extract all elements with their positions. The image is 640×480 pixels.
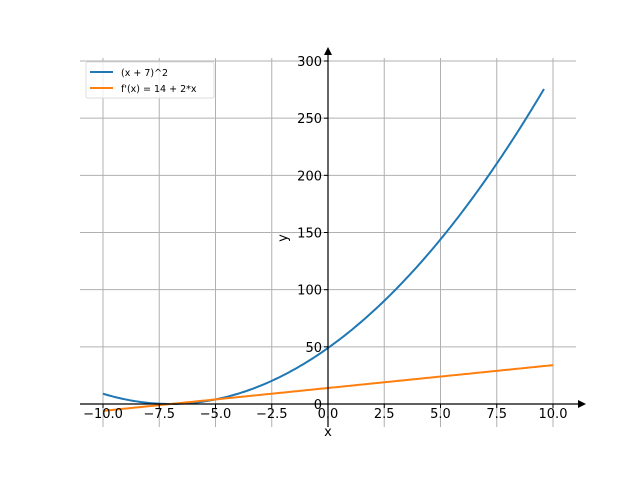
x-tick-label: −2.5 <box>256 407 288 422</box>
x-axis-arrow-icon <box>578 400 586 408</box>
x-tick-label: −10.0 <box>83 407 123 422</box>
tick-labels: −10.0 −7.5 −5.0 −2.5 0.0 2.5 5.0 7.5 10.0 0 50 100 1… <box>83 55 567 422</box>
legend: (x + 7)^2 f'(x) = 14 + 2*x <box>85 61 215 99</box>
y-tick-label: 200 <box>297 169 322 184</box>
x-axis-label: x <box>324 425 332 440</box>
legend-frame <box>85 61 215 99</box>
y-tick-label: 300 <box>297 55 322 70</box>
x-tick-label: 7.5 <box>486 407 507 422</box>
y-tick-label: 150 <box>297 227 322 242</box>
series-line-0 <box>102 88 545 405</box>
x-tick-label: 0.0 <box>318 407 339 422</box>
x-tick-label: 10.0 <box>539 407 568 422</box>
y-tick-label: 0 <box>314 398 322 413</box>
legend-label-0: (x + 7)^2 <box>121 68 168 79</box>
axes <box>80 47 586 427</box>
x-tick-label: −7.5 <box>143 407 175 422</box>
x-tick-label: 5.0 <box>430 407 451 422</box>
y-axis-arrow-icon <box>324 47 332 55</box>
y-axis-label: y <box>276 234 291 242</box>
y-tick-label: 250 <box>297 112 322 127</box>
y-tick-label: 50 <box>305 341 322 356</box>
y-tick-label: 100 <box>297 284 322 299</box>
legend-label-1: f'(x) = 14 + 2*x <box>121 84 197 95</box>
x-tick-label: −5.0 <box>200 407 232 422</box>
x-tick-label: 2.5 <box>374 407 395 422</box>
